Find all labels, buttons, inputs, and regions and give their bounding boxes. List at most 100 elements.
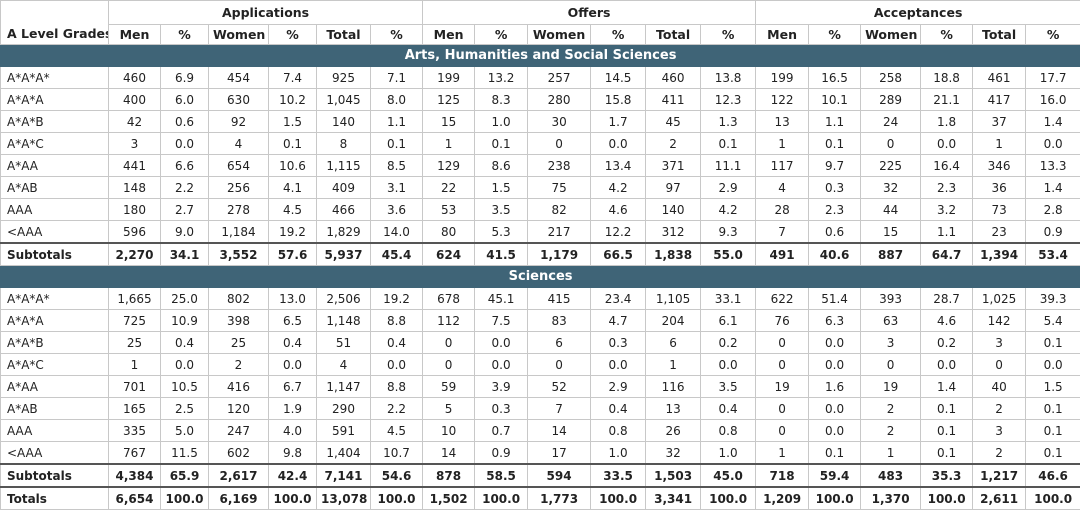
cell: 14.5 [591,67,646,89]
cell: 97 [646,177,701,199]
cell: 1,502 [423,487,475,510]
cell: 0 [423,354,475,376]
cell: 0.4 [591,398,646,420]
cell: 18.8 [921,67,973,89]
group-header: Applications [109,1,423,25]
cell: 19.2 [371,288,423,310]
cell: 42.4 [269,464,317,487]
cell: 217 [528,221,591,244]
cell: 0.6 [809,221,861,244]
cell: 6.5 [269,310,317,332]
cell: 10.5 [161,376,209,398]
cell: 8.5 [371,155,423,177]
cell: 59.4 [809,464,861,487]
cell: 409 [317,177,371,199]
cell: 37 [973,111,1026,133]
cell: 2,270 [109,243,161,266]
cell: 4.2 [591,177,646,199]
cell: 0.0 [701,354,756,376]
cell: 45 [646,111,701,133]
cell: 591 [317,420,371,442]
cell: 9.8 [269,442,317,465]
cell: 1.5 [269,111,317,133]
cell: 10.2 [269,89,317,111]
cell: 83 [528,310,591,332]
row-label: <AAA [1,442,109,465]
cell: 398 [209,310,269,332]
cell: 3.5 [475,199,528,221]
cell: 225 [861,155,921,177]
cell: 12.3 [701,89,756,111]
cell: 54.6 [371,464,423,487]
row-label: A*A*A [1,310,109,332]
cell: 8.3 [475,89,528,111]
cell: 1 [973,133,1026,155]
cell: 30 [528,111,591,133]
cell: 92 [209,111,269,133]
cell: 238 [528,155,591,177]
row-label: A*A*C [1,354,109,376]
cell: 55.0 [701,243,756,266]
cell: 247 [209,420,269,442]
row-label: AAA [1,420,109,442]
cell: 3,552 [209,243,269,266]
cell: 44 [861,199,921,221]
cell: 0 [528,133,591,155]
column-header: % [921,25,973,45]
cell: 887 [861,243,921,266]
cell: 0.4 [371,332,423,354]
cell: 5 [423,398,475,420]
cell: 14.0 [371,221,423,244]
cell: 0.1 [1026,398,1080,420]
cell: 39.3 [1026,288,1080,310]
cell: 100.0 [701,487,756,510]
cell: 678 [423,288,475,310]
cell: 16.0 [1026,89,1080,111]
cell: 3.5 [701,376,756,398]
cell: 0.0 [921,133,973,155]
cell: 10.1 [809,89,861,111]
cell: 1.4 [1026,111,1080,133]
cell: 878 [423,464,475,487]
cell: 100.0 [921,487,973,510]
cell: 1.0 [591,442,646,465]
cell: 45.4 [371,243,423,266]
cell: 1.1 [921,221,973,244]
cell: 6 [646,332,701,354]
cell: 280 [528,89,591,111]
cell: 6,169 [209,487,269,510]
cell: 148 [109,177,161,199]
cell: 411 [646,89,701,111]
cell: 0.3 [591,332,646,354]
cell: 17.7 [1026,67,1080,89]
cell: 6.7 [269,376,317,398]
cell: 400 [109,89,161,111]
cell: 15 [423,111,475,133]
cell: 654 [209,155,269,177]
cell: 925 [317,67,371,89]
cell: 140 [646,199,701,221]
cell: 1 [756,442,809,465]
cell: 14 [423,442,475,465]
column-header: % [475,25,528,45]
cell: 122 [756,89,809,111]
cell: 100.0 [269,487,317,510]
cell: 0.0 [591,133,646,155]
cell: 23 [973,221,1026,244]
cell: 0.0 [591,354,646,376]
column-header: Women [209,25,269,45]
cell: 16.4 [921,155,973,177]
cell: 63 [861,310,921,332]
cell: 100.0 [809,487,861,510]
cell: 0.4 [269,332,317,354]
column-header: Women [528,25,591,45]
cell: 0.0 [269,354,317,376]
cell: 1,148 [317,310,371,332]
cell: 1,045 [317,89,371,111]
cell: 1.6 [809,376,861,398]
cell: 0.3 [475,398,528,420]
cell: 9.3 [701,221,756,244]
